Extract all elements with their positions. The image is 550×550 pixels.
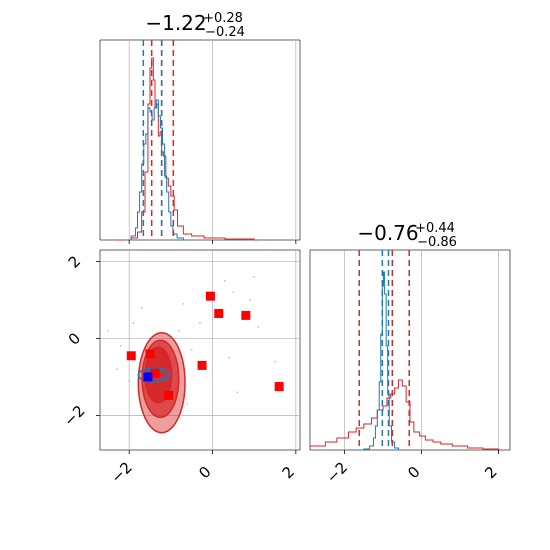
- joint-red-marker-3: [164, 390, 174, 400]
- joint-scatter-point-18: [236, 391, 239, 394]
- title-param-2-plus: +0.44: [415, 221, 455, 236]
- joint-scatter-point-5: [190, 349, 193, 351]
- joint-scatter-point-8: [232, 291, 235, 294]
- joint-scatter-point-12: [115, 368, 118, 371]
- joint-scatter-point-1: [119, 345, 122, 348]
- joint-red-marker-1: [145, 349, 155, 359]
- hist-param-2-blue-series: [356, 271, 403, 451]
- joint-x-tick-label-1: 0: [195, 463, 214, 482]
- joint-x-tick-label-2: 2: [279, 463, 298, 482]
- title-param-1-median: −1.22: [145, 11, 206, 35]
- hist-param-2-frame: [309, 249, 511, 451]
- joint-red-marker-0: [126, 351, 136, 361]
- joint-scatter-point-15: [253, 276, 256, 278]
- joint-red-marker-5: [205, 291, 215, 301]
- joint-scatter-point-14: [228, 356, 231, 359]
- hist2-x-tick-label-2: 2: [481, 463, 500, 482]
- joint-y-tick-label-1: 0: [65, 329, 84, 348]
- joint-scatter-point-6: [199, 322, 201, 324]
- joint-red-marker-8: [274, 382, 284, 392]
- joint-scatter-point-19: [182, 302, 185, 305]
- joint-scatter-point-9: [249, 299, 251, 301]
- joint-red-marker-2: [150, 368, 160, 378]
- tick-layer: −2 0 2 −2 0 2 −2 0 2: [60, 240, 501, 487]
- title-param-1-minus: −0.24: [205, 25, 245, 40]
- grid-layer: [100, 40, 499, 450]
- joint-scatter-point-16: [128, 379, 131, 382]
- joint-x-tick-label-0: −2: [107, 458, 135, 486]
- joint-scatter-point-11: [274, 360, 276, 363]
- title-param-2-median: −0.76: [357, 221, 418, 245]
- hist-param-1-blue-series: [125, 99, 188, 241]
- joint-blue-contour-0: [137, 367, 171, 383]
- joint-scatter-point-7: [224, 279, 226, 282]
- content-layer: [107, 40, 503, 451]
- joint-scatter-point-10: [257, 326, 260, 328]
- joint-red-marker-6: [214, 308, 224, 318]
- hist-param-1-red-series: [116, 57, 259, 241]
- hist2-x-tick-label-0: −2: [323, 458, 351, 486]
- hist-param-1-frame: [99, 39, 301, 241]
- joint-red-marker-4: [197, 360, 207, 370]
- title-param-2-minus: −0.86: [417, 235, 457, 250]
- title-param-1: −1.22 +0.28 −0.24: [145, 9, 247, 40]
- joint-scatter-point-2: [132, 322, 135, 324]
- joint-scatter-point-0: [107, 329, 110, 332]
- hist2-x-tick-label-1: 0: [404, 463, 423, 482]
- joint-y-tick-label-2: 2: [65, 252, 84, 271]
- joint-red-marker-7: [241, 310, 251, 320]
- hist-param-2-red-series: [309, 379, 503, 451]
- joint-frame: [99, 249, 301, 451]
- joint-y-tick-label-0: −2: [60, 402, 88, 430]
- title-param-2: −0.76 +0.44 −0.86: [357, 219, 459, 250]
- joint-blue-marker: [143, 372, 153, 382]
- joint-scatter-point-3: [140, 306, 143, 309]
- joint-scatter-point-13: [186, 402, 189, 405]
- joint-scatter-point-4: [178, 329, 181, 332]
- title-param-1-plus: +0.28: [203, 11, 243, 26]
